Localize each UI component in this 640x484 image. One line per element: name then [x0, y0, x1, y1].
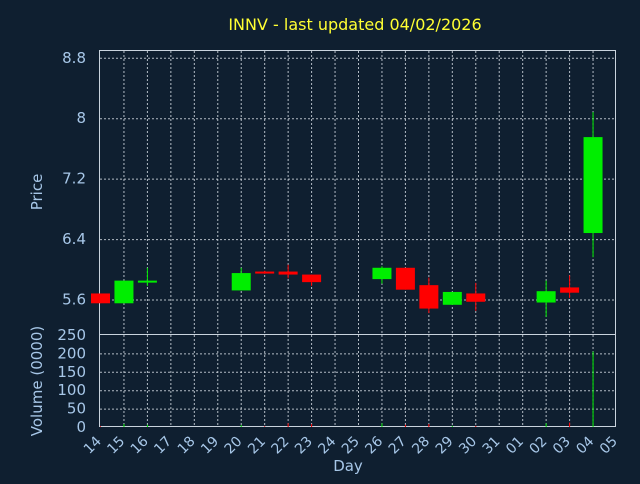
x-tick-label: 20 [222, 434, 246, 458]
candlestick-series [91, 112, 603, 317]
x-tick-label: 29 [433, 434, 457, 458]
candle-body [395, 267, 415, 290]
candle-body [91, 293, 110, 304]
chart-title: INNV - last updated 04/02/2026 [228, 15, 481, 34]
volume-tick-label: 250 [57, 326, 86, 344]
x-tick-label: 18 [175, 434, 199, 458]
price-tick-label: 5.6 [62, 291, 86, 309]
x-tick-label: 16 [128, 433, 152, 457]
volume-tick-label: 200 [57, 344, 86, 362]
candle-body [583, 137, 603, 234]
x-tick-label: 05 [597, 434, 621, 458]
volume-tick-label: 50 [67, 400, 86, 418]
x-tick-label: 28 [409, 434, 433, 458]
price-tick-label: 6.4 [62, 230, 86, 248]
price-axis-label: Price [28, 174, 46, 211]
volume-tick-label: 0 [76, 418, 86, 436]
candle-body [114, 280, 134, 304]
x-tick-label: 04 [573, 433, 597, 457]
candle-body [231, 273, 251, 291]
candle-body [442, 291, 462, 305]
candle-body [255, 271, 275, 274]
x-tick-label: 27 [386, 434, 410, 458]
x-tick-label: 23 [292, 434, 316, 458]
x-axis-label: Day [333, 457, 363, 475]
price-tick-label: 8 [76, 109, 86, 127]
candle-body [466, 293, 486, 302]
volume-axis-label: Volume (0000) [28, 326, 46, 436]
x-tick-label: 01 [503, 434, 527, 458]
volume-panel-frame [99, 334, 616, 427]
x-tick-label: 22 [269, 434, 293, 458]
volume-tick-label: 100 [57, 381, 86, 399]
x-tick-label: 24 [315, 433, 339, 457]
candle-body [419, 285, 439, 309]
x-tick-label: 19 [198, 434, 222, 458]
candle-body [536, 291, 556, 303]
x-tick-label: 30 [456, 434, 480, 458]
x-tick-label: 15 [104, 434, 128, 458]
x-tick-label: 03 [550, 434, 574, 458]
candle-body [302, 274, 322, 283]
x-tick-label: 26 [362, 433, 386, 457]
price-axis: 8.8 8 7.2 6.4 5.6 [62, 49, 86, 309]
x-tick-label: 25 [339, 434, 363, 458]
price-tick-label: 8.8 [62, 49, 86, 67]
candle-body [137, 280, 157, 283]
volume-tick-label: 150 [57, 363, 86, 381]
price-tick-label: 7.2 [62, 170, 86, 188]
candle-body [278, 271, 298, 275]
x-axis: 14 15 16 17 18 19 20 21 22 23 24 25 26 27 28 29 30 31 01 02… [81, 433, 621, 457]
x-tick-label: 02 [527, 434, 551, 458]
volume-series [100, 351, 594, 427]
x-tick-label: 21 [245, 434, 269, 458]
x-tick-label: 17 [151, 434, 175, 458]
x-tick-label: 31 [480, 434, 504, 458]
candle-body [560, 287, 580, 293]
candle-body [372, 267, 392, 280]
x-tick-label: 14 [81, 433, 105, 457]
volume-gridlines [100, 335, 616, 427]
